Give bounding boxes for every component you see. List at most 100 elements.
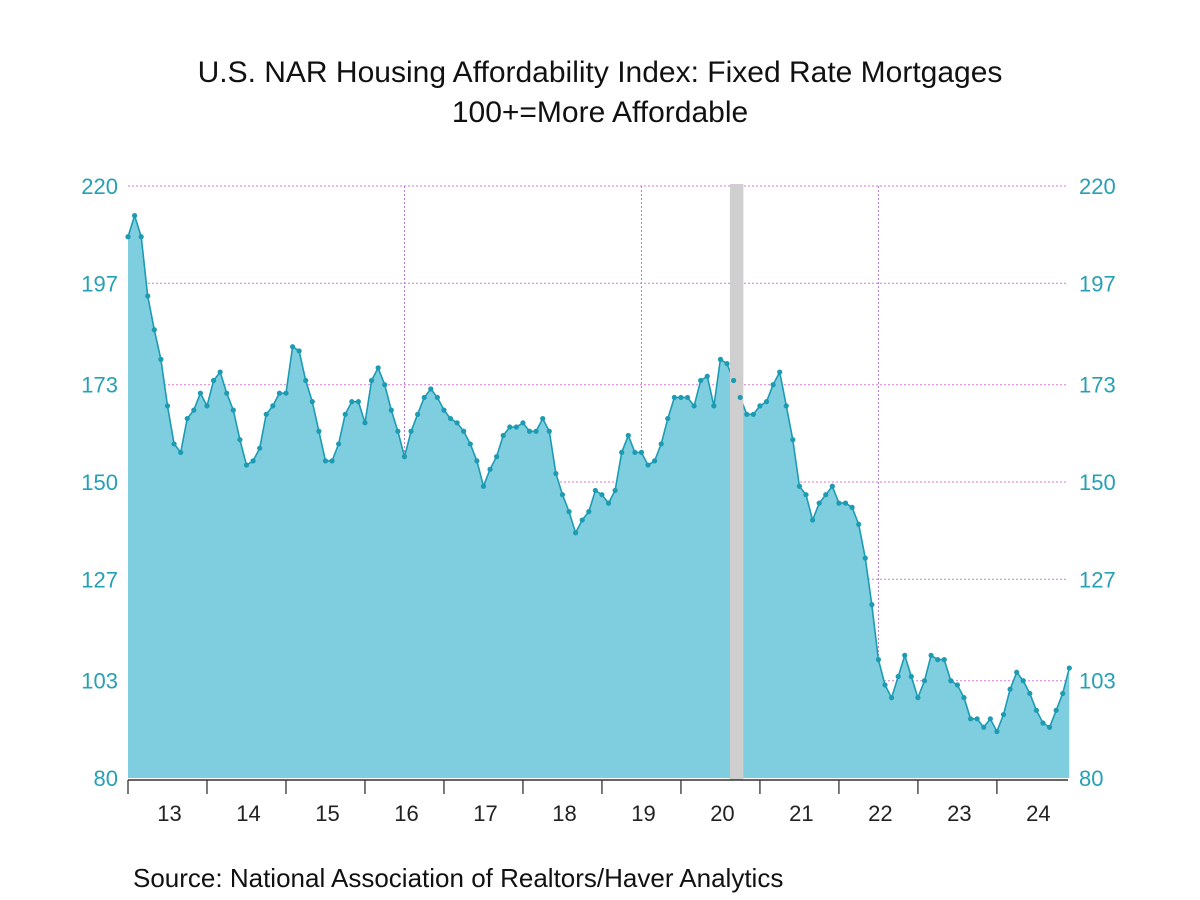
data-point: [579, 517, 585, 523]
data-point: [131, 213, 138, 219]
data-point: [513, 424, 519, 430]
data-point: [763, 399, 770, 405]
y-tick-label-right: 173: [1079, 373, 1116, 398]
data-point: [796, 483, 803, 489]
data-point: [296, 348, 302, 354]
data-point: [303, 377, 309, 384]
data-point: [145, 293, 151, 299]
data-point: [237, 437, 243, 443]
data-point: [717, 356, 724, 362]
data-point: [329, 458, 335, 464]
data-point: [803, 492, 809, 498]
data-point: [1020, 678, 1026, 684]
axes: [127, 779, 1068, 794]
data-point: [309, 399, 315, 405]
data-point: [757, 403, 763, 409]
chart-title: U.S. NAR Housing Affordability Index: Fi…: [197, 56, 1003, 89]
data-point: [790, 437, 796, 443]
data-point: [342, 411, 348, 417]
data-point: [164, 403, 171, 409]
data-point: [283, 390, 289, 396]
data-point: [586, 509, 592, 515]
data-point: [322, 458, 329, 464]
data-point: [1007, 686, 1013, 692]
data-point: [520, 420, 526, 426]
data-point: [915, 695, 921, 701]
data-point: [355, 399, 361, 405]
data-point: [368, 377, 375, 384]
data-point: [809, 517, 816, 523]
data-point: [1046, 724, 1053, 730]
data-point: [171, 441, 177, 447]
data-point: [474, 458, 480, 464]
x-tick-label: 13: [157, 801, 181, 826]
data-point: [415, 411, 421, 417]
data-point: [408, 428, 414, 434]
y-tick-label-left: 127: [81, 567, 118, 592]
data-point: [243, 462, 250, 468]
data-point: [257, 445, 263, 451]
y-tick-label-left: 220: [81, 174, 118, 199]
data-point: [316, 428, 322, 434]
data-point: [461, 428, 467, 434]
data-point: [869, 602, 875, 608]
data-point: [362, 420, 368, 426]
y-tick-label-right: 127: [1079, 567, 1116, 592]
data-point: [698, 377, 704, 384]
data-point: [638, 449, 645, 455]
data-point: [599, 492, 605, 498]
data-point: [862, 555, 868, 561]
data-point: [382, 382, 388, 388]
data-point: [935, 657, 941, 663]
data-point: [553, 470, 559, 477]
x-tick-label: 17: [473, 801, 497, 826]
y-axis-right-labels: 80 103 127 150 173 197 220: [1079, 174, 1116, 791]
data-point: [158, 356, 164, 362]
data-point: [836, 500, 842, 506]
data-point: [401, 454, 408, 460]
y-tick-label-right: 80: [1079, 766, 1103, 791]
data-point: [981, 724, 987, 730]
data-point: [1033, 707, 1040, 713]
x-tick-label: 24: [1026, 801, 1050, 826]
data-point: [178, 449, 184, 455]
data-point: [777, 369, 783, 375]
data-point: [224, 390, 230, 396]
data-point: [1053, 707, 1059, 713]
data-point: [375, 365, 381, 371]
data-point: [941, 657, 947, 663]
data-point: [566, 509, 572, 515]
data-point: [533, 428, 539, 434]
series-area: [128, 215, 1070, 779]
x-tick-label: 16: [394, 801, 418, 826]
data-point: [875, 657, 882, 663]
data-point: [829, 483, 835, 489]
data-point: [1027, 690, 1033, 697]
data-point: [197, 390, 204, 396]
data-point: [454, 420, 460, 426]
data-point: [441, 407, 447, 413]
series-points: [125, 213, 1072, 735]
data-point: [592, 487, 598, 494]
data-point: [612, 487, 618, 494]
data-point: [1040, 720, 1046, 726]
data-point: [823, 492, 829, 498]
data-point: [652, 458, 658, 464]
data-point: [665, 415, 671, 422]
data-point: [994, 728, 1000, 735]
data-point: [395, 428, 401, 434]
data-point: [191, 407, 197, 413]
data-point: [138, 234, 144, 240]
data-point: [948, 678, 954, 684]
y-tick-label-left: 80: [94, 766, 118, 791]
data-point: [434, 394, 440, 401]
data-point: [684, 394, 691, 401]
data-point: [619, 449, 625, 455]
data-point: [711, 403, 717, 409]
x-tick-label: 14: [236, 801, 260, 826]
x-tick-label: 19: [631, 801, 655, 826]
data-point: [1066, 665, 1072, 671]
data-point: [895, 673, 901, 680]
data-point: [961, 695, 967, 701]
data-point: [908, 673, 914, 680]
